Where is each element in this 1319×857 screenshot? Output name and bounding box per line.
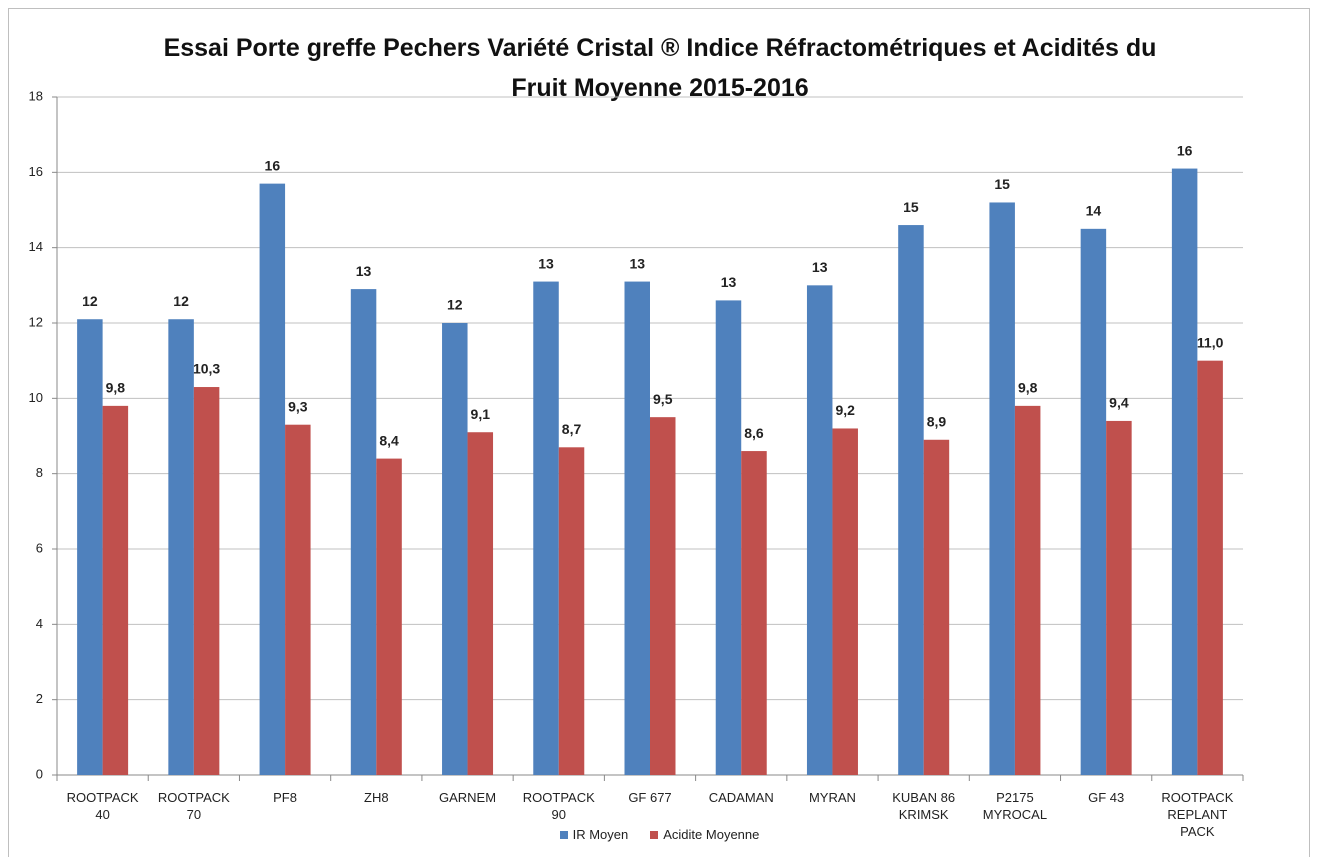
- data-label: 8,6: [744, 425, 764, 441]
- x-tick-label: ROOTPACK REPLANT PACK: [1161, 790, 1234, 839]
- bar: [989, 202, 1015, 775]
- x-tick-label: GF 43: [1088, 790, 1125, 805]
- data-label: 12: [82, 293, 98, 309]
- y-tick-label: 4: [36, 616, 43, 631]
- x-tick-label: MYRAN: [808, 790, 856, 805]
- x-tick-label: ROOTPACK 70: [157, 790, 230, 822]
- y-tick-label: 8: [36, 465, 43, 480]
- bar: [1014, 405, 1041, 775]
- data-label: 15: [903, 199, 919, 215]
- bar: [650, 417, 676, 775]
- data-label: 10,3: [193, 361, 220, 377]
- y-tick-label: 2: [36, 691, 43, 706]
- data-label: 12: [447, 297, 463, 313]
- legend: IR Moyen Acidite Moyenne: [0, 827, 1319, 842]
- bar: [1197, 360, 1223, 775]
- bar: [102, 405, 129, 775]
- data-label: 13: [356, 263, 372, 279]
- x-tick-label: KUBAN 86 KRIMSK: [892, 790, 956, 822]
- legend-item: Acidite Moyenne: [650, 827, 759, 842]
- data-label: 8,4: [379, 432, 399, 448]
- legend-swatch: [650, 831, 659, 839]
- y-tick-label: 0: [36, 766, 43, 781]
- bar: [77, 319, 103, 775]
- bar: [533, 281, 559, 775]
- x-tick-label: ZH8: [364, 790, 389, 805]
- data-label: 9,1: [471, 406, 491, 422]
- x-tick-label: GARNEM: [439, 790, 497, 805]
- bar: [898, 225, 924, 776]
- bar: [350, 289, 377, 775]
- data-label: 9,8: [106, 380, 126, 396]
- data-label: 14: [1086, 203, 1102, 219]
- bar: [285, 424, 311, 775]
- bar: [832, 428, 858, 775]
- bar: [1171, 168, 1198, 776]
- bar: [806, 285, 833, 775]
- legend-item: IR Moyen: [559, 827, 629, 842]
- data-label: 15: [994, 176, 1010, 192]
- data-label: 9,4: [1109, 395, 1129, 411]
- data-label: 16: [265, 157, 281, 173]
- y-tick-label: 10: [29, 390, 43, 405]
- y-tick-label: 6: [36, 540, 43, 555]
- legend-swatch: [559, 831, 568, 839]
- data-label: 9,5: [653, 391, 673, 407]
- chart-frame: [8, 8, 1310, 857]
- data-label: 8,7: [562, 421, 582, 437]
- x-tick-label: PF8: [273, 790, 297, 805]
- x-tick-label: ROOTPACK 40: [66, 790, 139, 822]
- bar: [558, 447, 585, 775]
- data-label: 13: [538, 255, 554, 271]
- data-label: 13: [629, 255, 645, 271]
- x-tick-label: P2175 MYROCAL: [982, 790, 1048, 822]
- x-tick-label: CADAMAN: [708, 790, 774, 805]
- data-label: 9,8: [1018, 380, 1038, 396]
- data-label: 12: [173, 293, 189, 309]
- data-label: 8,9: [927, 413, 947, 429]
- bar: [467, 432, 494, 775]
- bar: [624, 281, 650, 775]
- y-tick-label: 12: [29, 314, 43, 329]
- chart-title: Essai Porte greffe Pechers Variété Crist…: [163, 34, 1157, 102]
- x-tick-label: ROOTPACK 90: [522, 790, 595, 822]
- x-tick-label: GF 677: [628, 790, 672, 805]
- data-label: 9,2: [835, 402, 855, 418]
- legend-label: IR Moyen: [572, 827, 629, 842]
- data-label: 11,0: [1197, 334, 1224, 350]
- data-label: 16: [1177, 142, 1193, 158]
- bar: [715, 300, 742, 775]
- bar: [442, 323, 468, 775]
- y-tick-label: 18: [29, 88, 43, 103]
- data-label: 13: [812, 259, 828, 275]
- bar: [193, 387, 220, 775]
- bar: [259, 183, 286, 776]
- bar: [923, 439, 950, 775]
- bar: [168, 319, 194, 775]
- y-tick-label: 14: [29, 239, 43, 254]
- data-label: 13: [721, 274, 737, 290]
- bar: [376, 458, 402, 775]
- bar: [1080, 228, 1107, 776]
- bar: [1106, 420, 1132, 775]
- data-label: 9,3: [288, 398, 308, 414]
- bar: [741, 451, 767, 775]
- legend-label: Acidite Moyenne: [663, 827, 760, 842]
- y-tick-label: 16: [29, 164, 43, 179]
